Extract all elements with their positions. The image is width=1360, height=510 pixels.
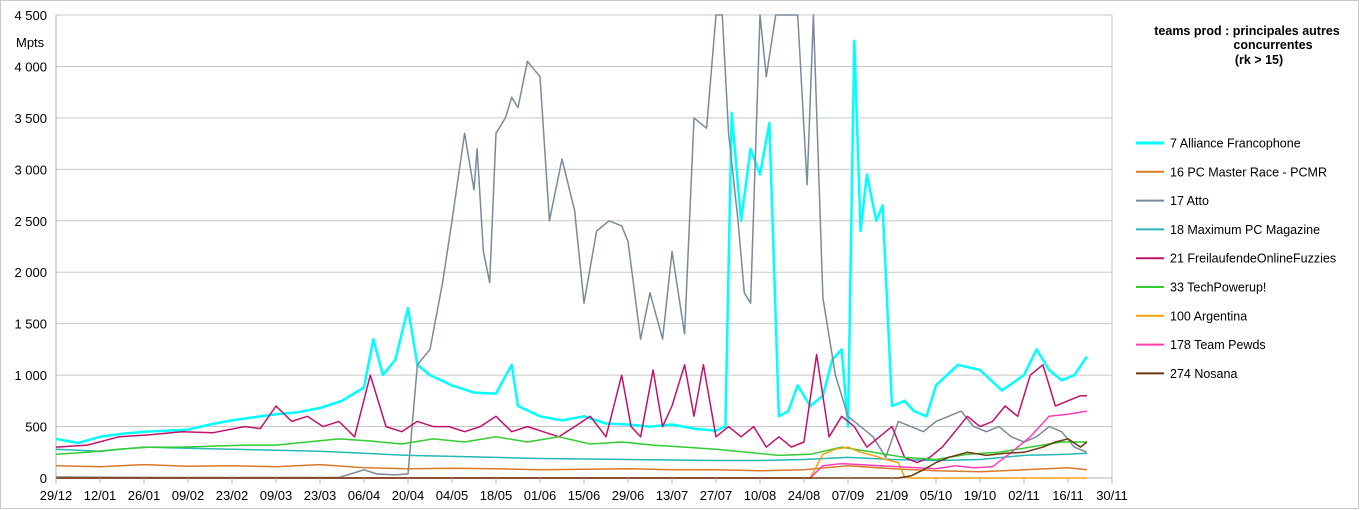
x-tick-label: 29/06 [612,488,645,503]
x-tick-label: 13/07 [656,488,689,503]
plot-area [55,14,1088,479]
series-line-5 [55,353,1087,464]
x-tick-label: 23/02 [216,488,249,503]
x-tick-label: 10/08 [744,488,777,503]
x-tick-label: 21/09 [876,488,909,503]
x-tick-label: 26/01 [128,488,161,503]
y-axis-label: Mpts [16,35,45,50]
legend-entry-label: 18 Maximum PC Magazine [1170,223,1320,237]
chart-title: teams prod : principales autres concurre… [1154,24,1340,67]
legend-entry-label: 21 FreilaufendeOnlineFuzzies [1170,252,1336,266]
y-tick-label: 1 500 [14,317,47,332]
y-tick-label: 2 000 [14,265,47,280]
x-tick-label: 09/03 [260,488,293,503]
x-tick-label: 07/09 [832,488,865,503]
x-tick-label: 18/05 [480,488,513,503]
x-tick-label: 05/10 [920,488,953,503]
x-tick-label: 16/11 [1052,488,1084,503]
series-line-4 [55,446,1087,462]
x-tick-label: 15/06 [568,488,601,503]
legend-entry-label: 178 Team Pewds [1170,338,1266,352]
x-tick-label: 30/11 [1096,488,1128,503]
legend: 7 Alliance Francophone 16 PC Master Race … [1136,137,1336,381]
y-tick-label: 2 500 [14,214,47,229]
x-tick-label: 01/06 [524,488,557,503]
y-tick-label: 3 500 [14,111,47,126]
series-line-9 [56,438,1088,479]
x-axis: 29/12 12/01 26/01 09/02 23/02 09/03 23/03 06/04… [40,478,1128,503]
series-line-1 [55,39,1088,445]
series-line-8 [56,410,1088,479]
x-tick-label: 24/08 [788,488,821,503]
legend-entry-label: 7 Alliance Francophone [1170,137,1301,151]
legend-entry-label: 16 PC Master Race - PCMR [1170,165,1327,179]
series-line-2 [55,463,1087,473]
chart-title-line-1: teams prod : principales autres [1154,24,1340,38]
series-line-3 [55,14,1088,479]
legend-entry-label: 274 Nosana [1170,367,1237,381]
x-tick-label: 23/03 [304,488,337,503]
x-tick-label: 06/04 [348,488,381,503]
x-tick-label: 29/12 [40,488,73,503]
chart-title-line-2: concurrentes [1233,38,1312,52]
x-tick-label: 12/01 [84,488,117,503]
x-tick-label: 19/10 [964,488,997,503]
x-tick-label: 27/07 [700,488,733,503]
y-tick-label: 1 000 [14,368,47,383]
y-axis: 0 500 1 000 1 500 2 000 2 500 3 000 3 500 4 000 4… [14,8,47,486]
x-tick-label: 04/05 [436,488,469,503]
y-tick-label: 4 500 [14,8,47,23]
x-tick-label: 20/04 [392,488,425,503]
legend-entry-label: 17 Atto [1170,194,1209,208]
series-line-6 [55,436,1087,461]
y-tick-label: 0 [40,471,47,486]
x-tick-label: 09/02 [172,488,205,503]
x-tick-label: 02/11 [1008,488,1040,503]
legend-entry-label: 100 Argentina [1170,309,1247,323]
y-tick-label: 4 000 [14,59,47,74]
y-tick-label: 3 000 [14,162,47,177]
legend-entry-label: 33 TechPowerup! [1170,281,1266,295]
y-tick-label: 500 [25,420,47,435]
chart-title-line-3: (rk > 15) [1235,53,1283,67]
